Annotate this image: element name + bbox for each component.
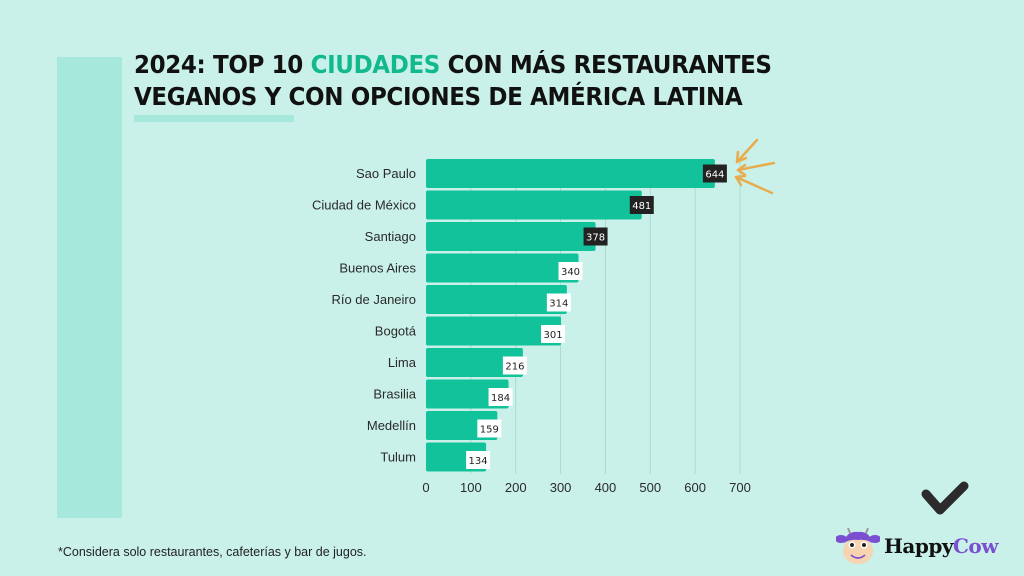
- category-label: Bogotá: [375, 324, 417, 339]
- value-label: 644: [705, 170, 724, 181]
- bar: [426, 379, 509, 409]
- value-label: 481: [632, 201, 651, 212]
- x-tick-label: 400: [595, 480, 617, 495]
- category-label: Ciudad de México: [312, 198, 416, 213]
- value-label: 340: [561, 267, 580, 278]
- value-label-bg: [583, 227, 608, 246]
- title-highlight: CIUDADES: [310, 50, 441, 79]
- footnote: *Considera solo restaurantes, cafeterías…: [58, 545, 367, 559]
- value-label-bg: [546, 293, 571, 312]
- bar: [426, 190, 642, 220]
- x-tick-label: 200: [505, 480, 527, 495]
- category-label: Río de Janeiro: [331, 292, 416, 307]
- bar: [426, 253, 579, 283]
- decorative-panel: [57, 57, 122, 518]
- logo-word-happy: Happy: [884, 534, 953, 558]
- value-label-bg: [466, 451, 491, 469]
- title-suffix: CON MÁS RESTAURANTES: [440, 50, 772, 79]
- value-label: 314: [549, 299, 568, 310]
- happycow-logo: HappyCow: [836, 527, 998, 565]
- category-label: Brasilia: [373, 387, 416, 402]
- arrow-icon: [734, 138, 776, 195]
- bars: [426, 159, 715, 472]
- bar: [426, 159, 715, 188]
- chart-title: 2024: TOP 10 CIUDADES CON MÁS RESTAURANT…: [134, 49, 778, 113]
- category-label: Medellín: [367, 418, 416, 433]
- value-label: 134: [469, 456, 488, 467]
- value-label-bg: [477, 419, 502, 438]
- bar: [426, 348, 523, 377]
- value-label-bg: [541, 325, 566, 343]
- category-label: Sao Paulo: [356, 166, 416, 181]
- value-label-bg: [502, 356, 527, 375]
- x-tick-label: 100: [460, 480, 482, 495]
- x-tick-labels: 0 100 200 300 400 500 600 700: [422, 480, 750, 495]
- x-tick-label: 500: [639, 480, 661, 495]
- cow-icon: [836, 527, 880, 564]
- x-tick-label: 0: [422, 480, 429, 495]
- value-label-bg: [702, 164, 727, 183]
- category-labels: Sao Paulo Ciudad de México Santiago Buenos …: [312, 166, 417, 465]
- title-line2: VEGANOS Y CON OPCIONES DE AMÉRICA LATINA: [134, 82, 743, 111]
- bar: [426, 222, 596, 251]
- title-underline: [134, 115, 294, 122]
- value-label-bg: [629, 196, 654, 214]
- logo-word-cow: Cow: [952, 534, 998, 558]
- value-label: 159: [480, 425, 499, 436]
- title-prefix: 2024: TOP 10: [134, 50, 311, 79]
- x-tick-label: 700: [729, 480, 751, 495]
- bar: [426, 316, 562, 346]
- value-label: 216: [505, 362, 524, 373]
- category-label: Lima: [388, 355, 417, 370]
- x-tick-label: 600: [684, 480, 706, 495]
- value-label: 378: [586, 233, 605, 244]
- category-label: Santiago: [365, 229, 416, 244]
- category-label: Buenos Aires: [339, 261, 416, 276]
- check-icon: [921, 481, 969, 515]
- bar: [426, 285, 567, 314]
- value-label: 184: [491, 393, 510, 404]
- value-labels: 644 481 378 340 314 301 216 184 159 134: [466, 164, 727, 469]
- value-label-bg: [488, 388, 513, 406]
- value-label-bg: [558, 262, 583, 280]
- x-tick-label: 300: [550, 480, 572, 495]
- value-label: 301: [543, 330, 562, 341]
- category-label: Tulum: [380, 450, 416, 465]
